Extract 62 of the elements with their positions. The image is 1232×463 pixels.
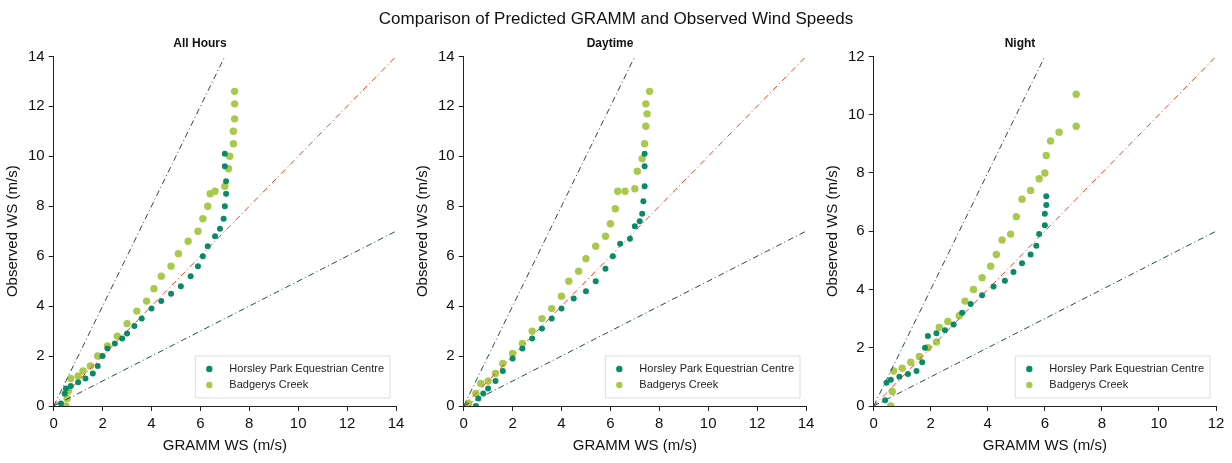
x-tick-label: 4 [557,414,566,432]
y-axis-title: Observed WS (m/s) [413,165,431,298]
y-tick-label: 12 [438,96,455,114]
y-tick-label: 0 [856,396,865,414]
y-tick-label: 6 [856,221,865,239]
y-tick-label: 0 [36,396,45,414]
x-tick-label: 6 [1040,414,1050,432]
x-tick-label: 10 [289,414,307,432]
x-tick-label: 14 [797,414,815,432]
y-tick-label: 10 [438,146,455,164]
y-tick-label: 14 [438,46,455,64]
x-tick-label: 12 [748,414,766,432]
legend-label: Horsley Park Equestrian Centre [1049,362,1205,375]
y-axis-title: Observed WS (m/s) [3,165,21,298]
y-tick-label: 2 [856,337,865,355]
x-tick-label: 8 [245,414,254,432]
y-axis-title: Observed WS (m/s) [823,165,841,298]
chart-title: Night [1004,35,1036,50]
legend-label: Badgerys Creek [229,378,309,391]
y-tick-label: 4 [856,279,865,297]
x-tick-label: 8 [1097,414,1107,432]
y-tick-label: 4 [446,296,455,314]
y-tick-label: 8 [36,196,45,214]
x-tick-label: 10 [699,414,717,432]
x-tick-label: 0 [49,414,58,432]
x-axis-title: GRAMM WS (m/s) [162,436,287,454]
y-tick-label: 8 [446,196,455,214]
x-tick-label: 12 [338,414,356,432]
y-tick-label: 6 [36,246,45,264]
x-tick-label: 2 [926,414,935,432]
text: Comparison of Predicted GRAMM and Observed Wind Speeds [378,9,854,28]
y-tick-label: 14 [28,46,45,64]
x-tick-label: 6 [196,414,205,432]
y-tick-label: 6 [446,246,455,264]
legend-label: Badgerys Creek [639,378,719,391]
x-tick-label: 8 [655,414,664,432]
y-tick-label: 12 [848,46,865,64]
x-tick-label: 12 [1207,414,1225,432]
y-tick-label: 2 [446,346,455,364]
legend-label: Horsley Park Equestrian Centre [229,362,385,375]
x-tick-label: 4 [147,414,156,432]
x-tick-label: 2 [98,414,107,432]
x-axis-title: GRAMM WS (m/s) [982,436,1107,454]
x-tick-label: 2 [508,414,517,432]
x-tick-label: 0 [459,414,468,432]
x-tick-label: 10 [1150,414,1168,432]
y-tick-label: 2 [36,346,45,364]
y-tick-label: 0 [446,396,455,414]
x-tick-label: 6 [606,414,615,432]
y-tick-label: 8 [856,163,865,181]
y-tick-label: 4 [36,296,45,314]
x-tick-label: 4 [983,414,992,432]
chart-title: Daytime [586,35,634,50]
legend-label: Badgerys Creek [1049,378,1129,391]
y-tick-label: 12 [28,96,45,114]
x-axis-title: GRAMM WS (m/s) [572,436,697,454]
legend-label: Horsley Park Equestrian Centre [639,362,795,375]
y-tick-label: 10 [28,146,45,164]
chart-title: All Hours [173,35,227,50]
x-tick-label: 0 [869,414,878,432]
y-tick-label: 10 [848,104,865,122]
x-tick-label: 14 [387,414,405,432]
